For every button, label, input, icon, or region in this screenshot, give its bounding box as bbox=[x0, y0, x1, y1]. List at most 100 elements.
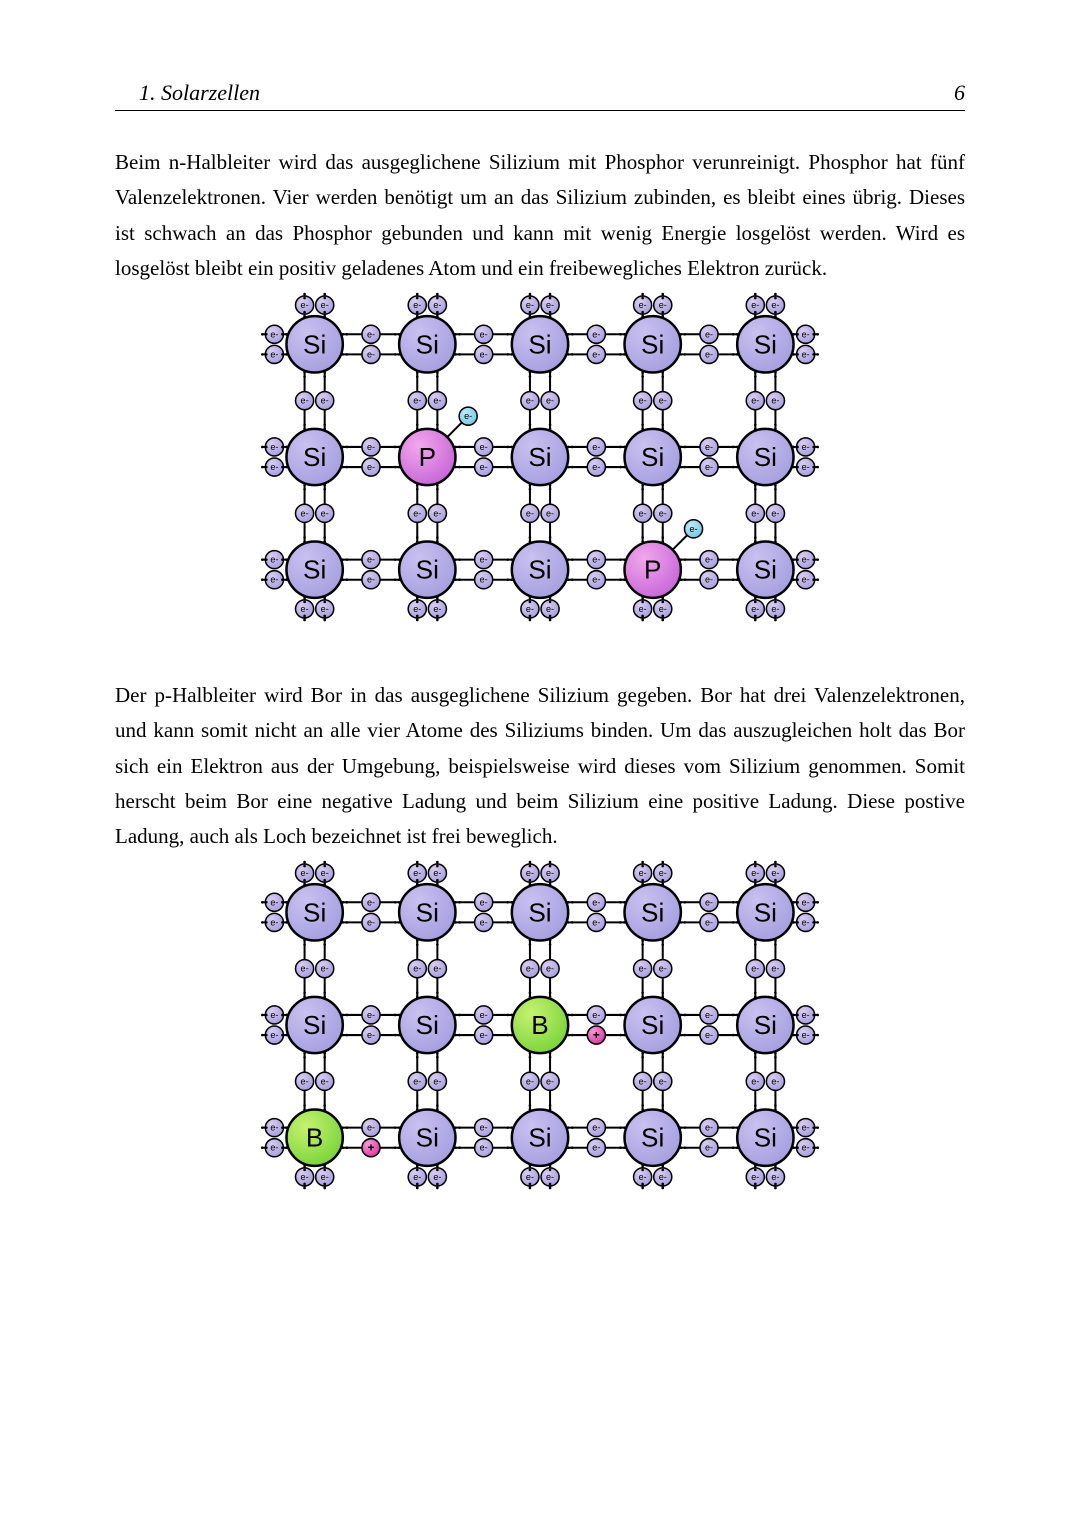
svg-text:e-: e- bbox=[659, 396, 667, 406]
svg-text:Si: Si bbox=[641, 1010, 664, 1040]
svg-text:e-: e- bbox=[270, 555, 278, 565]
svg-text:e-: e- bbox=[413, 868, 421, 878]
svg-text:e-: e- bbox=[659, 1172, 667, 1182]
svg-text:Si: Si bbox=[641, 898, 664, 928]
svg-text:e-: e- bbox=[321, 604, 329, 614]
svg-text:e-: e- bbox=[367, 898, 375, 908]
svg-text:e-: e- bbox=[367, 575, 375, 585]
svg-text:e-: e- bbox=[367, 918, 375, 928]
svg-text:Si: Si bbox=[416, 898, 439, 928]
svg-text:e-: e- bbox=[639, 868, 647, 878]
svg-text:e-: e- bbox=[705, 1010, 713, 1020]
paragraph-1: Beim n-Halbleiter wird das ausgeglichene… bbox=[115, 145, 965, 286]
svg-text:e-: e- bbox=[802, 442, 810, 452]
svg-text:e-: e- bbox=[321, 508, 329, 518]
svg-text:e-: e- bbox=[659, 964, 667, 974]
svg-text:e-: e- bbox=[751, 964, 759, 974]
lattice-diagram-p: e-e-e-e-e-e-e-e-e-e-e-e-e-e-e-e-e-e-e-+e… bbox=[260, 860, 820, 1190]
svg-text:e-: e- bbox=[802, 462, 810, 472]
svg-text:e-: e- bbox=[413, 964, 421, 974]
svg-text:e-: e- bbox=[802, 1030, 810, 1040]
svg-text:e-: e- bbox=[270, 1030, 278, 1040]
svg-text:Si: Si bbox=[754, 555, 777, 585]
svg-text:e-: e- bbox=[802, 575, 810, 585]
svg-text:e-: e- bbox=[526, 508, 534, 518]
svg-text:Si: Si bbox=[641, 329, 664, 359]
svg-text:e-: e- bbox=[751, 604, 759, 614]
svg-text:e-: e- bbox=[802, 1123, 810, 1133]
svg-text:e-: e- bbox=[639, 1077, 647, 1087]
svg-text:e-: e- bbox=[546, 604, 554, 614]
svg-text:e-: e- bbox=[413, 508, 421, 518]
svg-text:e-: e- bbox=[270, 329, 278, 339]
svg-text:e-: e- bbox=[771, 604, 779, 614]
svg-text:e-: e- bbox=[367, 349, 375, 359]
svg-text:e-: e- bbox=[480, 1123, 488, 1133]
figure-n-halbleiter: e-e-e-e-e-e-e-e-e-e-e-e-e-e-e-e-e-e-e-e-… bbox=[115, 292, 965, 622]
svg-text:e-: e- bbox=[705, 918, 713, 928]
svg-text:e-: e- bbox=[321, 964, 329, 974]
svg-text:Si: Si bbox=[416, 1123, 439, 1153]
svg-text:e-: e- bbox=[771, 868, 779, 878]
svg-text:e-: e- bbox=[480, 349, 488, 359]
svg-text:e-: e- bbox=[705, 349, 713, 359]
svg-text:e-: e- bbox=[526, 300, 534, 310]
svg-text:e-: e- bbox=[433, 1077, 441, 1087]
svg-text:e-: e- bbox=[771, 300, 779, 310]
svg-text:e-: e- bbox=[751, 508, 759, 518]
svg-text:e-: e- bbox=[592, 1143, 600, 1153]
svg-text:B: B bbox=[531, 1010, 548, 1040]
svg-text:e-: e- bbox=[705, 555, 713, 565]
svg-text:e-: e- bbox=[270, 1123, 278, 1133]
svg-text:e-: e- bbox=[367, 555, 375, 565]
svg-text:e-: e- bbox=[480, 898, 488, 908]
svg-text:e-: e- bbox=[751, 396, 759, 406]
svg-text:e-: e- bbox=[751, 300, 759, 310]
svg-text:e-: e- bbox=[301, 1077, 309, 1087]
svg-text:e-: e- bbox=[639, 508, 647, 518]
svg-text:e-: e- bbox=[301, 396, 309, 406]
svg-text:e-: e- bbox=[546, 300, 554, 310]
svg-text:P: P bbox=[419, 442, 436, 472]
paragraph-2: Der p-Halbleiter wird Bor in das ausgegl… bbox=[115, 678, 965, 854]
svg-text:e-: e- bbox=[301, 300, 309, 310]
svg-text:e-: e- bbox=[546, 964, 554, 974]
svg-text:e-: e- bbox=[659, 508, 667, 518]
svg-text:e-: e- bbox=[480, 1143, 488, 1153]
svg-text:Si: Si bbox=[754, 1010, 777, 1040]
svg-text:e-: e- bbox=[705, 1030, 713, 1040]
svg-text:e-: e- bbox=[526, 1077, 534, 1087]
svg-text:e-: e- bbox=[433, 396, 441, 406]
svg-text:Si: Si bbox=[416, 329, 439, 359]
svg-text:e-: e- bbox=[659, 868, 667, 878]
svg-text:Si: Si bbox=[303, 329, 326, 359]
svg-text:e-: e- bbox=[802, 555, 810, 565]
svg-text:e-: e- bbox=[270, 575, 278, 585]
svg-text:e-: e- bbox=[301, 1172, 309, 1182]
svg-text:e-: e- bbox=[802, 329, 810, 339]
svg-text:e-: e- bbox=[270, 1010, 278, 1020]
svg-text:e-: e- bbox=[321, 868, 329, 878]
svg-text:e-: e- bbox=[771, 1077, 779, 1087]
svg-text:e-: e- bbox=[802, 918, 810, 928]
svg-text:e-: e- bbox=[270, 462, 278, 472]
svg-text:e-: e- bbox=[413, 300, 421, 310]
svg-text:e-: e- bbox=[751, 868, 759, 878]
svg-text:e-: e- bbox=[526, 396, 534, 406]
header-title: 1. Solarzellen bbox=[115, 80, 260, 106]
svg-text:e-: e- bbox=[480, 555, 488, 565]
svg-text:e-: e- bbox=[546, 508, 554, 518]
svg-text:e-: e- bbox=[480, 462, 488, 472]
svg-text:e-: e- bbox=[301, 868, 309, 878]
svg-text:Si: Si bbox=[528, 329, 551, 359]
svg-text:e-: e- bbox=[592, 462, 600, 472]
svg-text:e-: e- bbox=[321, 1172, 329, 1182]
svg-text:e-: e- bbox=[433, 964, 441, 974]
svg-text:e-: e- bbox=[367, 1030, 375, 1040]
svg-text:e-: e- bbox=[367, 1123, 375, 1133]
svg-text:e-: e- bbox=[301, 964, 309, 974]
svg-text:e-: e- bbox=[433, 508, 441, 518]
svg-text:e-: e- bbox=[413, 396, 421, 406]
svg-text:B: B bbox=[306, 1123, 323, 1153]
svg-text:e-: e- bbox=[480, 918, 488, 928]
